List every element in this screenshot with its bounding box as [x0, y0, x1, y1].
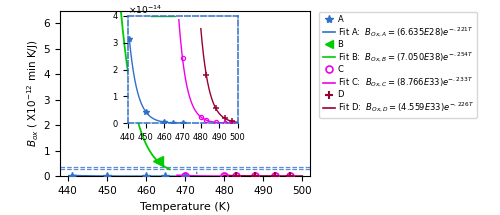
X-axis label: Temperature (K): Temperature (K) — [140, 202, 230, 212]
Legend: A, Fit A:  $B_{Ox,A}=(6.635E28)e^{-.221T}$, B, Fit B:  $B_{Ox,B}=(7.050E38)e^{-.: A, Fit A: $B_{Ox,A}=(6.635E28)e^{-.221T}… — [319, 12, 477, 118]
Y-axis label: $B_{ox}$ ( X10$^{-12}$ min K/J): $B_{ox}$ ( X10$^{-12}$ min K/J) — [25, 40, 41, 147]
